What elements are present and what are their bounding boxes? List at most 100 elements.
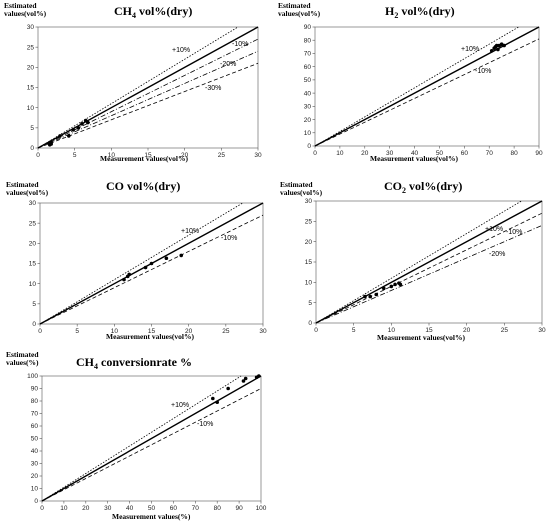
reference-line-minus-20 [315,225,543,324]
data-point [122,277,126,282]
y-axis-label: Estimated values(vol%) [278,1,321,18]
x-tick-label: 20 [361,150,369,157]
x-tick-label: 100 [256,505,267,512]
x-tick-label: 25 [501,327,509,334]
data-point [71,128,75,132]
x-axis-label: Measurement values(%) [112,512,191,521]
data-point [211,396,215,401]
x-tick-label: 90 [235,505,243,512]
x-tick-label: 70 [486,150,494,157]
data-point [241,379,246,383]
reference-line-label: -10% [475,68,491,75]
plot-area: 0 5 10 15 20 25 30 0 5 10 15 20 25 30 +10% -10% -20% [305,198,546,334]
x-tick-label: 25 [218,152,226,159]
x-tick-label: 15 [144,152,152,159]
x-tick-label: 10 [336,150,344,157]
y-tick-label: 10 [305,280,313,287]
y-tick-label: 50 [31,436,39,443]
y-tick-label: 20 [29,241,37,248]
data-point [393,282,397,287]
data-point [86,120,90,125]
x-axis-label: Measurement values(vol%) [100,154,188,163]
x-tick-label: 10 [108,152,116,159]
y-tick-label: 0 [34,498,38,505]
reference-line-minus-20 [37,50,259,149]
data-point [215,400,219,405]
y-tick-label: 80 [31,398,39,405]
panel-co2: Estimated values(vol%) CO2 vol%(dry) 0 5 10… [275,172,550,348]
data-point [76,126,81,130]
chart-title: CO2 vol%(dry) [384,179,463,195]
x-tick-label: 5 [75,328,79,335]
x-tick-label: 90 [535,150,543,157]
y-tick-label: 30 [27,24,35,31]
chart-title: CO vol%(dry) [106,179,181,193]
x-tick-label: 20 [185,328,193,335]
data-point [67,134,71,138]
data-point [80,122,84,126]
panel-ch4: Estimated values(vol%) CH4 vol%(dry) 0 5 10… [0,0,275,172]
y-tick-label: 20 [304,117,312,124]
panel-h2: Estimated values(vol%) H2 vol%(dry) 0 10 20… [275,0,550,172]
chart-title: CH4 conversionrate % [76,355,192,371]
data-point [179,253,184,258]
x-tick-label: 70 [192,505,200,512]
y-tick-label: 0 [30,145,34,152]
y-tick-label: 15 [305,259,313,266]
x-tick-label: 30 [259,328,267,335]
x-tick-label: 5 [73,152,77,159]
y-tick-label: 25 [29,220,37,227]
reference-line-1to1 [41,375,262,502]
y-tick-label: 70 [304,51,312,58]
data-point [489,49,494,53]
x-tick-label: 25 [222,328,230,335]
y-tick-label: 15 [29,261,37,268]
y-tick-label: 30 [304,104,312,111]
data-point [363,294,367,299]
y-tick-label: 10 [27,105,35,112]
reference-line-label: +10% [461,46,479,53]
reference-line-label: -20% [489,251,505,258]
x-tick-label: 20 [463,327,471,334]
x-tick-label: 15 [148,328,156,335]
reference-line-label: -10% [232,41,248,48]
x-tick-label: 0 [38,328,42,335]
data-point [149,261,154,266]
reference-line-label: +10% [485,226,503,233]
x-tick-label: 15 [425,327,433,334]
data-point [143,265,148,270]
x-tick-label: 50 [436,150,444,157]
reference-line-minus-10 [314,38,540,147]
y-tick-label: 5 [32,301,36,308]
y-tick-label: 25 [305,219,313,226]
x-tick-label: 30 [254,152,262,159]
data-point [496,47,500,52]
y-axis-label: Estimated values(vol%) [4,1,47,18]
data-point [374,292,379,297]
y-tick-label: 10 [31,486,39,493]
x-tick-label: 80 [214,505,222,512]
data-point [243,376,248,381]
data-point [494,43,499,48]
y-tick-label: 40 [304,90,312,97]
reference-line-minus-10 [37,38,259,149]
plot-area: 0 5 10 15 20 25 30 0 5 10 15 20 25 30 +10% -10% -20% -30% [27,24,262,159]
plot-area: 0 10 20 30 40 50 60 70 80 90 100 0 10 20 30 40 50 60 70 80 9… [27,373,267,512]
x-tick-label: 10 [111,328,119,335]
reference-line-label: -10% [197,421,213,428]
data-point [49,140,53,144]
y-tick-label: 25 [27,44,35,51]
y-tick-label: 5 [308,300,312,307]
data-point [164,256,169,261]
x-tick-label: 40 [126,505,134,512]
chart-title: H2 vol%(dry) [385,4,455,20]
reference-line-1to1 [315,200,543,324]
x-tick-label: 0 [40,505,44,512]
data-point [502,43,506,48]
reference-line-plus-10 [41,375,242,502]
plot-area: 0 10 20 30 40 50 60 70 80 90 0 10 20 30 40 50 60 70 80 90 +1… [304,24,543,157]
data-point [58,134,62,138]
x-tick-label: 30 [104,505,112,512]
x-axis-label: Measurement values(vol%) [377,333,465,342]
